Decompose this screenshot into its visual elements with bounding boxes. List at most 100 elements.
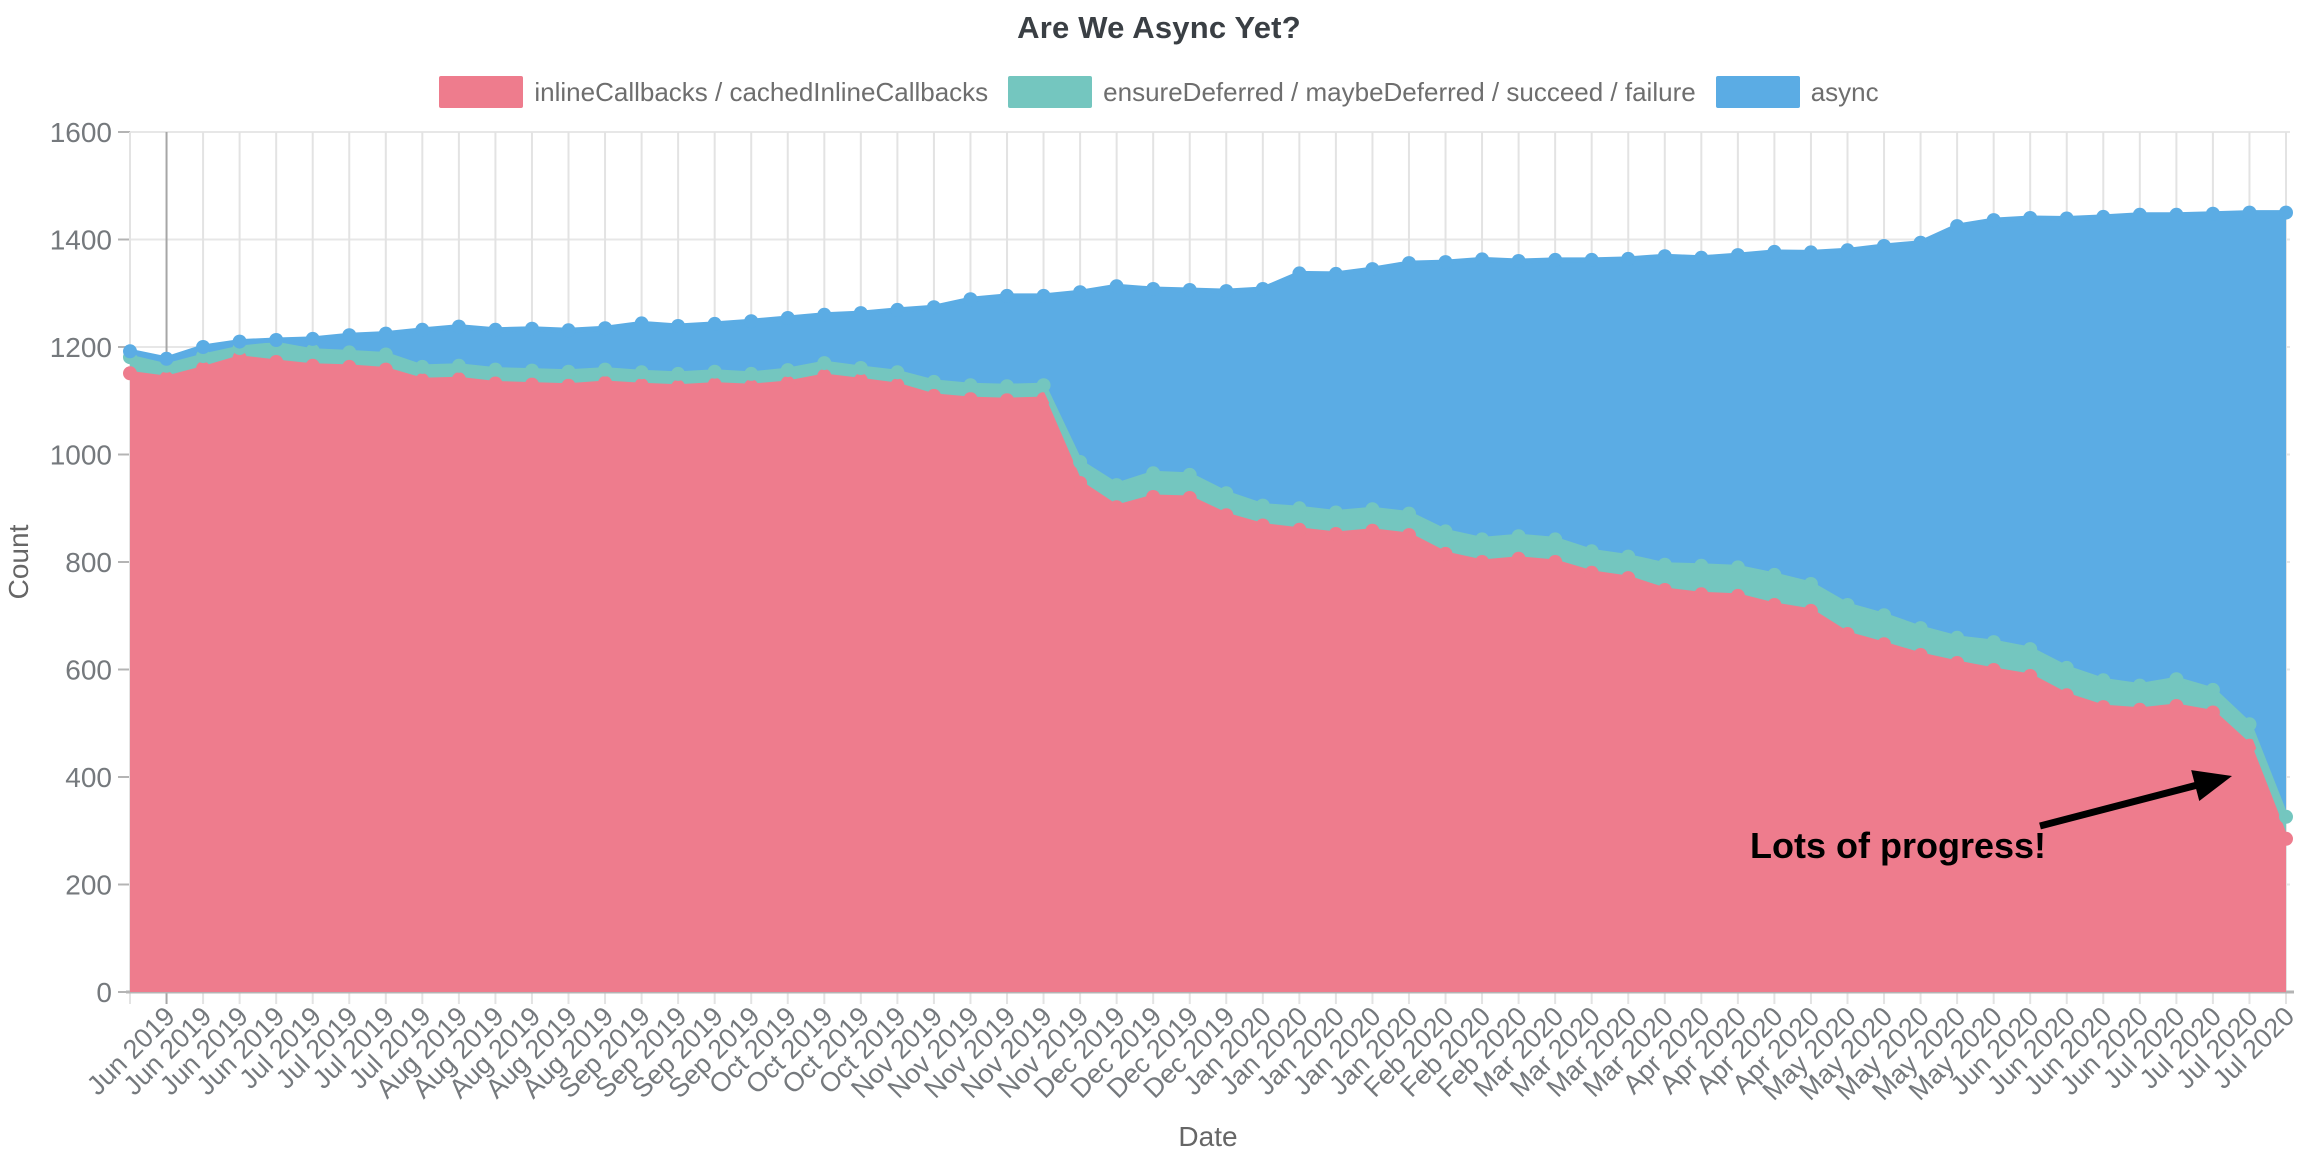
point-ensuredeferred [634, 365, 649, 380]
point-async [451, 319, 466, 334]
point-ensuredeferred [1219, 486, 1234, 501]
point-inlinecallbacks [342, 359, 357, 374]
point-inlinecallbacks [598, 376, 613, 390]
point-inlinecallbacks [1694, 587, 1709, 602]
point-inlinecallbacks [1292, 522, 1307, 537]
point-ensuredeferred [1475, 532, 1490, 547]
point-inlinecallbacks [963, 392, 978, 407]
point-inlinecallbacks [1146, 490, 1161, 504]
point-ensuredeferred [817, 356, 832, 371]
series-markers [123, 205, 2293, 846]
legend-swatch-inlinecallbacks [439, 76, 524, 108]
point-inlinecallbacks [2279, 831, 2293, 846]
point-async [1548, 252, 1563, 267]
y-tick-label: 400 [65, 762, 112, 793]
legend-label-ensuredeferred: ensureDeferred / maybeDeferred / succeed… [1103, 76, 1696, 107]
point-async [1146, 282, 1161, 296]
point-async [196, 340, 211, 354]
point-async [1109, 279, 1124, 294]
point-inlinecallbacks [1255, 518, 1270, 533]
point-async [890, 302, 905, 317]
point-async [159, 351, 174, 366]
point-async [1402, 256, 1416, 271]
point-inlinecallbacks [1767, 598, 1782, 612]
point-ensuredeferred [2279, 809, 2293, 824]
point-ensuredeferred [890, 365, 905, 380]
point-ensuredeferred [1438, 524, 1453, 539]
point-async [1036, 288, 1051, 303]
point-ensuredeferred [1986, 635, 2001, 650]
point-ensuredeferred [1840, 598, 1855, 612]
point-ensuredeferred [1000, 379, 1014, 394]
point-ensuredeferred [1767, 567, 1782, 582]
annotation-text: Lots of progress! [1750, 825, 2046, 866]
legend-item-async[interactable]: async [1715, 76, 1879, 108]
y-axis-title: Count [3, 524, 34, 599]
point-async [1475, 252, 1490, 267]
point-async [1877, 239, 1891, 253]
point-async [2205, 206, 2220, 221]
point-inlinecallbacks [378, 362, 393, 377]
point-ensuredeferred [1657, 557, 1672, 572]
point-async [2169, 207, 2184, 222]
point-async [1182, 283, 1197, 297]
point-async [707, 316, 722, 331]
legend-swatch-async [1715, 76, 1800, 108]
point-ensuredeferred [2169, 672, 2184, 687]
point-async [1767, 244, 1782, 259]
point-async [1986, 213, 2001, 228]
point-async [2132, 207, 2147, 222]
point-async [1840, 243, 1855, 258]
point-ensuredeferred [707, 364, 722, 379]
point-async [1803, 245, 1818, 260]
point-ensuredeferred [1511, 529, 1526, 544]
legend: inlineCallbacks / cachedInlineCallbacks … [0, 76, 2318, 108]
y-tick-label: 800 [65, 547, 112, 578]
point-inlinecallbacks [1511, 551, 1526, 566]
point-inlinecallbacks [305, 358, 320, 373]
legend-item-inlinecallbacks[interactable]: inlineCallbacks / cachedInlineCallbacks [439, 76, 988, 108]
point-inlinecallbacks [1621, 571, 1636, 586]
point-ensuredeferred [2096, 673, 2111, 688]
annotation-arrow-shaft [2039, 780, 2202, 830]
point-inlinecallbacks [123, 366, 137, 381]
point-async [342, 328, 357, 343]
point-async [488, 322, 503, 337]
point-ensuredeferred [780, 363, 795, 378]
point-inlinecallbacks [1328, 527, 1343, 541]
legend-swatch-ensuredeferred [1008, 76, 1093, 108]
point-inlinecallbacks [1803, 603, 1818, 618]
legend-label-inlinecallbacks: inlineCallbacks / cachedInlineCallbacks [534, 76, 989, 107]
annotation-arrow-head [2191, 770, 2232, 802]
point-ensuredeferred [1109, 478, 1124, 493]
point-inlinecallbacks [1986, 663, 2001, 677]
point-async [963, 292, 978, 307]
point-async [1219, 284, 1234, 299]
point-ensuredeferred [963, 378, 978, 393]
point-inlinecallbacks [1548, 555, 1563, 569]
point-ensuredeferred [1255, 498, 1270, 513]
point-inlinecallbacks [2169, 699, 2184, 713]
point-async [1584, 252, 1599, 267]
point-inlinecallbacks [2023, 669, 2038, 683]
point-async [1657, 249, 1672, 264]
y-tick-label: 1000 [50, 440, 112, 471]
point-inlinecallbacks [525, 377, 539, 392]
legend-item-ensuredeferred[interactable]: ensureDeferred / maybeDeferred / succeed… [1008, 76, 1696, 108]
point-inlinecallbacks [232, 350, 247, 365]
area-inlinecallbacks [130, 357, 2286, 992]
point-async [2096, 209, 2111, 224]
chart-title: Are We Async Yet? [1017, 10, 1301, 45]
point-inlinecallbacks [1365, 523, 1380, 538]
point-inlinecallbacks [1402, 528, 1416, 543]
point-async [1621, 251, 1636, 266]
point-inlinecallbacks [2059, 688, 2074, 703]
point-inlinecallbacks [1000, 393, 1014, 408]
point-inlinecallbacks [451, 372, 466, 387]
point-ensuredeferred [2023, 642, 2038, 657]
point-inlinecallbacks [561, 378, 576, 393]
point-async [561, 323, 576, 338]
point-ensuredeferred [2205, 682, 2220, 697]
point-inlinecallbacks [1877, 637, 1891, 652]
